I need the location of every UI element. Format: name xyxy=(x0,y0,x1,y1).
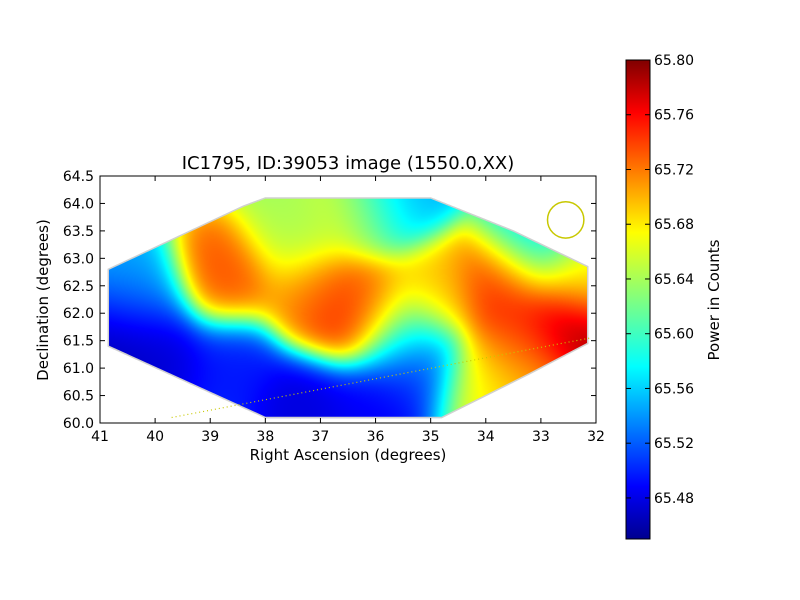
y-axis-label: Declination (degrees) xyxy=(34,219,52,381)
y-axis: 60.0 60.5 61.0 61.5 62.0 62.5 63.0 63.5 64.0 64.5 xyxy=(63,169,596,432)
colorbar-gradient xyxy=(625,59,651,540)
colorbar-tick-label: 65.76 xyxy=(654,108,694,124)
plot-frame xyxy=(99,175,597,424)
chart-title: IC1795, ID:39053 image (1550.0,XX) xyxy=(182,153,515,174)
colorbar-tick-label: 65.48 xyxy=(654,491,694,507)
colorbar-tick-label: 65.56 xyxy=(654,381,694,397)
x-tick-label: 35 xyxy=(422,429,440,445)
y-tick-label: 63.0 xyxy=(63,251,94,267)
y-tick-label: 62.0 xyxy=(63,306,94,322)
x-tick-label: 36 xyxy=(367,429,385,445)
colorbar-label: Power in Counts xyxy=(705,239,723,360)
colorbar-tick-label: 65.60 xyxy=(654,327,694,343)
colorbar-tick-label: 65.80 xyxy=(654,53,694,69)
footprint-outline xyxy=(107,197,589,419)
x-tick-label: 32 xyxy=(587,429,605,445)
y-tick-label: 61.5 xyxy=(63,334,94,350)
y-tick-label: 60.0 xyxy=(63,416,94,432)
colorbar-tick-label: 65.52 xyxy=(654,436,694,452)
colorbar-ticks: 65.48 65.52 65.56 65.60 65.64 65.68 65.72 65.76… xyxy=(626,53,694,507)
colorbar-tick-label: 65.64 xyxy=(654,272,694,288)
beam-circle xyxy=(546,200,585,239)
colorbar: 65.48 65.52 65.56 65.60 65.64 65.68 65.72 65.76… xyxy=(625,53,723,540)
colorbar-tick-label: 65.72 xyxy=(654,162,694,178)
y-tick-label: 64.0 xyxy=(63,196,94,212)
x-axis: 41 40 39 38 37 36 35 34 33 32 xyxy=(91,176,605,445)
y-tick-label: 63.5 xyxy=(63,224,94,240)
y-tick-label: 64.5 xyxy=(63,169,94,185)
colorbar-tick-label: 65.68 xyxy=(654,217,694,233)
heatmap-area xyxy=(100,176,596,423)
x-tick-label: 41 xyxy=(91,429,109,445)
x-tick-label: 37 xyxy=(312,429,330,445)
heatmap-image xyxy=(100,176,596,423)
x-tick-label: 33 xyxy=(532,429,550,445)
y-tick-label: 61.0 xyxy=(63,361,94,377)
x-axis-label: Right Ascension (degrees) xyxy=(250,446,447,464)
x-tick-label: 38 xyxy=(256,429,274,445)
x-tick-label: 34 xyxy=(477,429,495,445)
x-tick-label: 40 xyxy=(146,429,164,445)
y-tick-label: 60.5 xyxy=(63,389,94,405)
y-tick-label: 62.5 xyxy=(63,279,94,295)
x-tick-label: 39 xyxy=(201,429,219,445)
